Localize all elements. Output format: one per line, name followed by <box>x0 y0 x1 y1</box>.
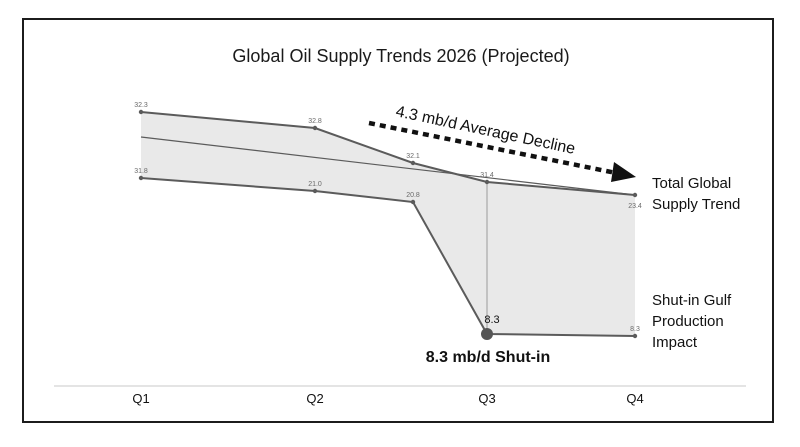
series-line-layer <box>138 109 638 340</box>
shutin-label-line3: Impact <box>652 334 698 351</box>
total-label-line2: Supply Trend <box>652 196 740 213</box>
chart-canvas: 32.3 32.8 32.1 31.4 23.4 31.8 21.0 20.8 8.3 8.3 G… <box>54 46 746 406</box>
trend-line <box>140 136 636 196</box>
shutin-marker-label: 8.3 <box>484 314 499 326</box>
upper-data-label: 23.4 <box>628 203 642 210</box>
upper-data-label: 32.3 <box>134 102 148 109</box>
upper-point <box>632 192 638 198</box>
x-tick-label: Q3 <box>478 391 495 406</box>
shutin-label-line1: Shut-in Gulf <box>652 292 732 309</box>
upper-point <box>312 125 318 131</box>
x-tick-label: Q4 <box>626 391 643 406</box>
lower-data-label: 31.8 <box>134 168 148 175</box>
lower-point <box>138 175 144 181</box>
x-tick-labels: Q1 Q2 Q3 Q4 <box>132 391 643 406</box>
lower-point <box>632 333 638 339</box>
x-tick-label: Q2 <box>306 391 323 406</box>
upper-point <box>138 109 144 115</box>
upper-data-label: 32.8 <box>308 118 322 125</box>
total-label-line1: Total Global <box>652 175 731 192</box>
band-fill <box>141 112 635 336</box>
chart-title: Global Oil Supply Trends 2026 (Projected… <box>232 46 569 66</box>
lower-data-label: 21.0 <box>308 181 322 188</box>
data-label-layer: 32.3 32.8 32.1 31.4 23.4 31.8 21.0 20.8 8.3 8.3 <box>134 102 642 333</box>
band-fill-layer <box>141 112 635 336</box>
shutin-callout: 8.3 mb/d Shut-in <box>426 349 550 366</box>
upper-data-label: 32.1 <box>406 153 420 160</box>
decline-arrowhead <box>611 162 636 182</box>
decline-annotation: 4.3 mb/d Average Decline <box>394 103 577 158</box>
lower-point <box>410 199 416 205</box>
lower-data-label: 8.3 <box>630 326 640 333</box>
chart-frame: 32.3 32.8 32.1 31.4 23.4 31.8 21.0 20.8 8.3 8.3 G… <box>22 18 774 423</box>
upper-point <box>410 160 416 166</box>
upper-data-label: 31.4 <box>480 172 494 179</box>
x-tick-label: Q1 <box>132 391 149 406</box>
shutin-marker <box>481 328 493 340</box>
shutin-label-line2: Production <box>652 313 724 330</box>
lower-data-label: 20.8 <box>406 192 420 199</box>
decline-arrow-shaft <box>368 120 617 176</box>
lower-point <box>312 188 318 194</box>
upper-point <box>484 179 490 185</box>
